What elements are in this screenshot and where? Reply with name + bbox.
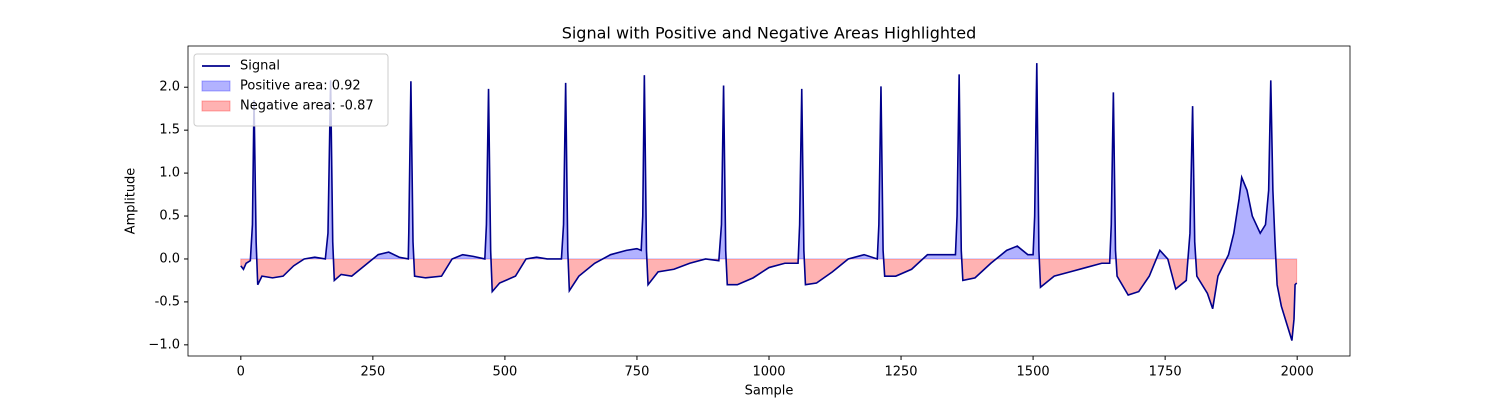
y-tick-label: 0.0 <box>159 251 180 266</box>
positive-area <box>240 63 1298 259</box>
x-tick-label: 1000 <box>752 365 785 380</box>
legend-box <box>193 53 389 127</box>
y-tick-label: −1.0 <box>148 337 180 352</box>
signal-line <box>240 63 1298 341</box>
x-tick-label: 1500 <box>1017 365 1050 380</box>
x-tick-label: 0 <box>237 365 245 380</box>
legend-label: Signal <box>240 59 280 74</box>
x-tick-label: 1750 <box>1149 365 1182 380</box>
y-tick-label: 1.5 <box>159 123 180 138</box>
legend-label: Positive area: 0.92 <box>240 79 361 94</box>
legend-label: Negative area: -0.87 <box>240 99 374 114</box>
legend-patch <box>201 80 231 92</box>
y-tick-label: 1.0 <box>159 166 180 181</box>
legend: Signal Positive area: 0.92 Negative area: … <box>193 53 389 127</box>
y-tick-label: 0.5 <box>159 209 180 224</box>
x-tick-label: 750 <box>625 365 650 380</box>
x-axis-label: Sample <box>745 384 794 399</box>
x-tick-label: 1250 <box>884 365 917 380</box>
x-tick-label: 250 <box>360 365 385 380</box>
y-axis-label: Amplitude <box>124 168 139 235</box>
x-tick-label: 500 <box>492 365 517 380</box>
x-tick-label: 2000 <box>1281 365 1314 380</box>
y-tick-label: 2.0 <box>159 80 180 95</box>
chart-title: Signal with Positive and Negative Areas … <box>562 24 977 43</box>
y-tick-label: -0.5 <box>155 294 180 309</box>
legend-patch <box>201 100 231 112</box>
negative-area <box>240 258 1298 341</box>
